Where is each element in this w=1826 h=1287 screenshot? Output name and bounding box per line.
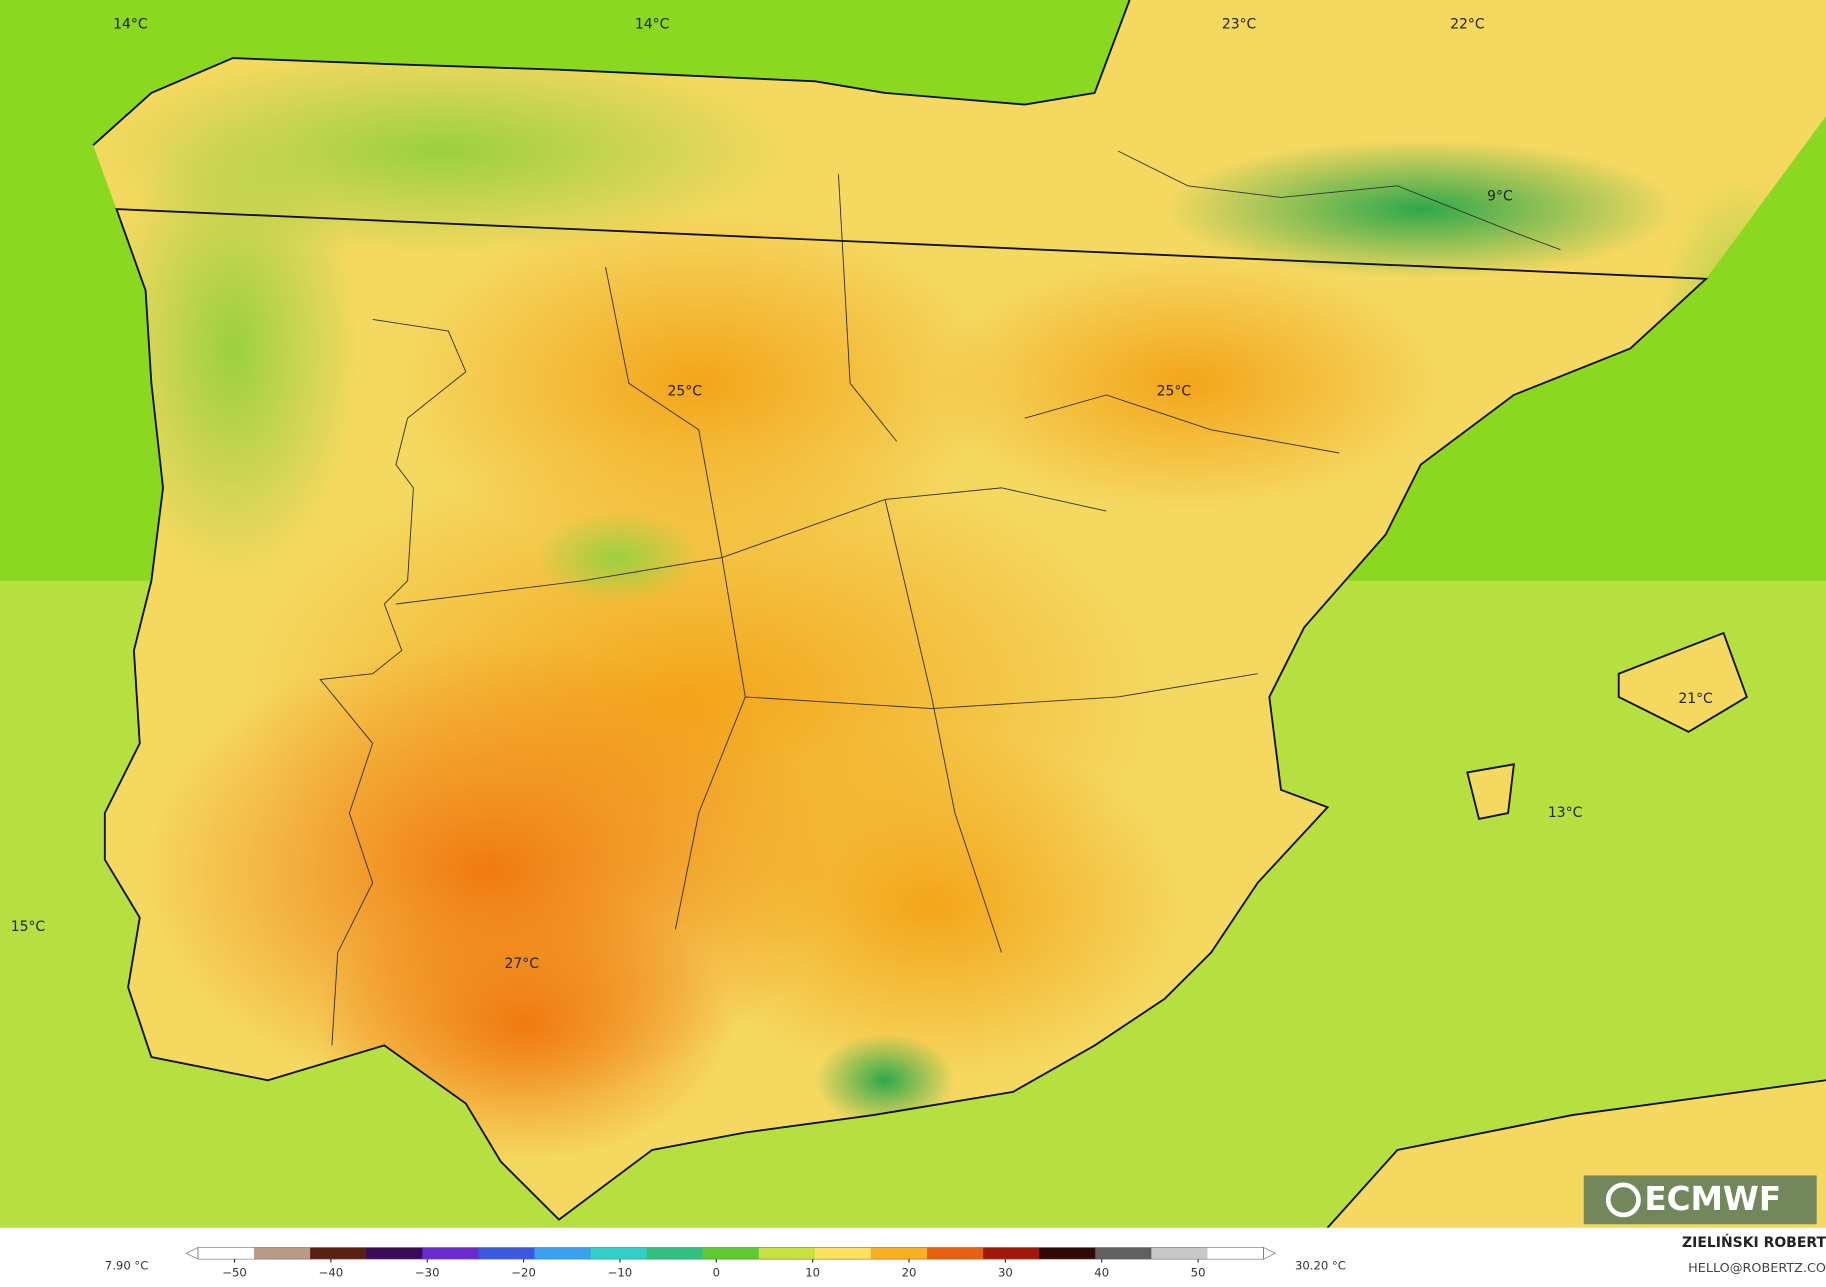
email: HELLO@ROBERTZ.CO [1688,1261,1826,1276]
colorbar-tick-label: 30 [998,1266,1013,1280]
colorbar-swatch [983,1247,1040,1260]
colorbar-max: 30.20 °C [1295,1259,1346,1273]
colorbar-swatch [870,1247,928,1260]
colorbar-swatch [1095,1247,1152,1260]
colorbar-swatch [478,1247,536,1260]
colorbar-tick-label: −20 [511,1266,536,1280]
colorbar-swatch [254,1247,311,1260]
temperature-label: 9°C [1487,188,1513,204]
colorbar-swatch [534,1247,592,1260]
temperature-label: 13°C [1548,805,1582,821]
colorbar-swatch [927,1247,984,1260]
colorbar-swatch [702,1247,760,1260]
author: ZIELIŃSKI ROBERT [1682,1234,1826,1251]
colorbar: −50 −40 −30 −20 −10 0 10 20 30 40 50 [185,1247,1276,1280]
colorbar-tick-label: 10 [805,1266,820,1280]
colorbar-swatch [422,1247,479,1260]
colorbar-tick-label: −30 [415,1266,440,1280]
temperature-label: 25°C [1157,383,1191,399]
temperature-label: 21°C [1678,691,1712,707]
temperature-label: 14°C [635,16,669,32]
colorbar-tick-label: 0 [713,1266,720,1280]
colorbar-tick-label: −50 [222,1266,247,1280]
temperature-label: 23°C [1222,16,1256,32]
coastline [92,0,1826,1229]
temperature-label: 14°C [113,16,147,32]
logo-icon [1605,1182,1641,1218]
colorbar-tick-label: −40 [319,1266,344,1280]
colorbar-swatch [814,1247,872,1260]
colorbar-swatch [758,1247,816,1260]
temperature-label: 15°C [11,919,45,935]
colorbar-tick-label: −10 [608,1266,633,1280]
colorbar-swatch [310,1247,367,1260]
colorbar-swatch [197,1247,255,1260]
colorbar-min: 7.90 °C [105,1259,149,1273]
colorbar-swatch [646,1247,704,1260]
colorbar-swatch [1207,1247,1265,1260]
borders [319,150,1561,1046]
logo-text: ECMWF [1644,1180,1781,1218]
colorbar-tick-label: 50 [1191,1266,1206,1280]
colorbar-tick-label: 20 [902,1266,917,1280]
colorbar-tick-label: 40 [1094,1266,1109,1280]
temperature-label: 22°C [1450,16,1484,32]
colorbar-swatch [590,1247,648,1260]
colorbar-swatch [1039,1247,1096,1260]
temperature-label: 25°C [668,383,702,399]
colorbar-swatch [1151,1247,1209,1260]
colorbar-swatch [366,1247,423,1260]
colorbar-frame [197,1247,1264,1260]
temperature-label: 27°C [504,956,538,972]
